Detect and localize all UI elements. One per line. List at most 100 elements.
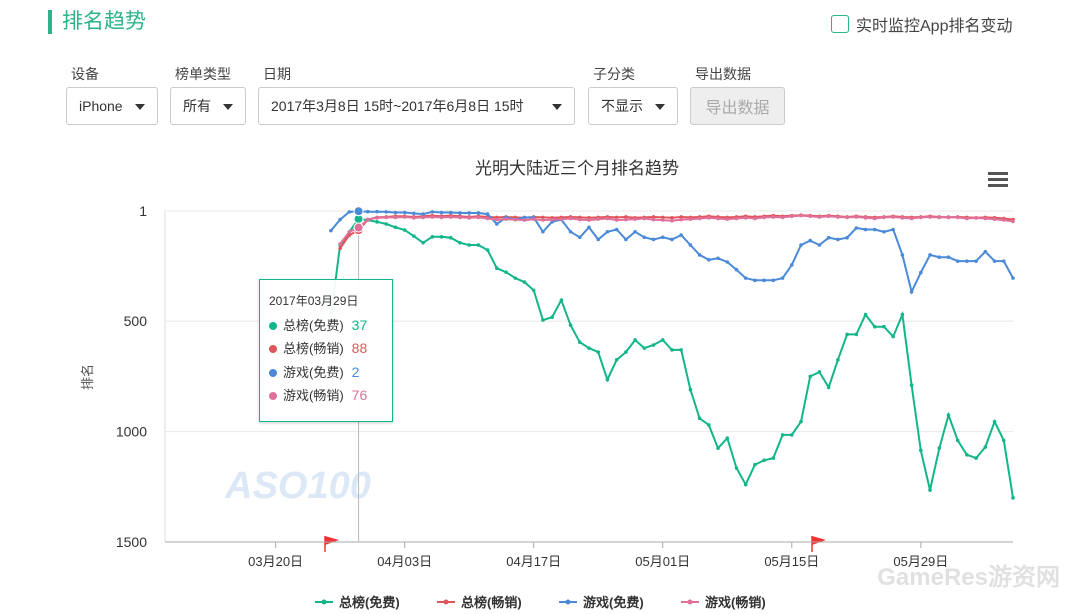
point — [891, 227, 895, 232]
point — [651, 217, 656, 222]
point — [753, 462, 757, 467]
x-tick-label: 04月17日 — [506, 554, 561, 569]
point — [587, 346, 591, 350]
legend-item[interactable]: 游戏(免费) — [559, 595, 644, 610]
point — [384, 222, 389, 226]
tooltip-row: 总榜(畅销) 88 — [269, 337, 383, 361]
filter-label: 榜单类型 — [175, 66, 231, 82]
menu-icon[interactable] — [988, 172, 1008, 187]
point — [476, 243, 481, 247]
caret — [552, 104, 562, 110]
point — [614, 227, 619, 232]
point — [992, 217, 997, 221]
dropdown[interactable]: iPhone — [66, 87, 158, 125]
point — [872, 227, 877, 232]
point — [817, 215, 822, 219]
point — [338, 242, 342, 246]
point — [688, 387, 693, 392]
point — [882, 229, 886, 234]
point — [624, 237, 628, 242]
dropdown-value: 2017年3月8日 15时~2017年6月8日 15时 — [271, 98, 524, 114]
point — [697, 216, 702, 221]
legend-label: 游戏(免费) — [583, 595, 644, 610]
point — [660, 218, 665, 222]
point — [817, 243, 822, 247]
point — [421, 240, 425, 245]
point — [734, 466, 739, 470]
point — [965, 452, 969, 457]
point — [412, 216, 416, 220]
point — [937, 446, 942, 450]
point — [393, 215, 398, 220]
point — [826, 235, 831, 240]
flag — [324, 536, 339, 552]
point — [900, 216, 905, 220]
point — [651, 215, 656, 219]
point — [937, 255, 942, 259]
point — [891, 215, 895, 219]
point — [753, 278, 757, 283]
point — [353, 222, 364, 233]
point — [688, 243, 693, 247]
point — [679, 215, 683, 219]
dropdown[interactable]: 所有 — [170, 87, 246, 125]
point — [605, 377, 610, 382]
legend-item[interactable]: 总榜(免费) — [315, 595, 400, 610]
point — [605, 216, 610, 221]
dropdown[interactable]: 2017年3月8日 15时~2017年6月8日 15时 — [258, 87, 575, 125]
point — [587, 225, 591, 230]
checkbox[interactable] — [831, 15, 849, 33]
checkbox-label: 实时监控App排名变动 — [856, 18, 1013, 35]
point — [817, 370, 822, 374]
point — [624, 350, 628, 354]
point — [716, 446, 720, 450]
point — [872, 324, 877, 329]
point — [863, 216, 868, 220]
point — [384, 215, 389, 220]
point — [725, 217, 730, 221]
y-axis-label: 排名 — [80, 364, 95, 390]
point — [430, 210, 435, 214]
point — [854, 226, 859, 230]
point — [919, 448, 923, 453]
legend-item[interactable]: 游戏(畅销) — [681, 595, 766, 610]
point — [504, 217, 508, 221]
point — [854, 215, 859, 219]
tooltip-row: 游戏(免费) 2 — [269, 361, 383, 385]
dropdown-value: 不显示 — [601, 98, 643, 114]
filter-label: 导出数据 — [695, 66, 751, 82]
point — [577, 235, 582, 240]
point — [642, 235, 647, 240]
point — [329, 228, 333, 233]
point — [836, 237, 840, 242]
point — [845, 235, 849, 240]
point — [983, 249, 988, 254]
point — [909, 216, 914, 221]
point — [937, 215, 942, 220]
flag — [811, 536, 826, 552]
point — [845, 332, 849, 337]
point — [430, 215, 435, 219]
point — [762, 215, 766, 220]
tooltip-name: 总榜(畅销) — [283, 341, 344, 356]
point — [780, 276, 785, 280]
point — [402, 210, 407, 215]
monitor-checkbox[interactable]: 实时监控App排名变动 — [831, 12, 1012, 36]
point — [458, 240, 462, 245]
legend-label: 游戏(畅销) — [705, 595, 766, 610]
legend-item[interactable]: 总榜(畅销) — [437, 595, 522, 610]
dropdown[interactable]: 不显示 — [588, 87, 678, 125]
y-tick-label: 1000 — [116, 424, 147, 440]
point — [716, 216, 720, 221]
point — [550, 315, 554, 320]
point — [596, 217, 601, 221]
point — [983, 216, 988, 221]
export-button[interactable]: 导出数据 — [690, 87, 785, 125]
point — [826, 385, 831, 390]
point — [734, 216, 739, 221]
point — [541, 218, 545, 222]
y-tick-label: 1500 — [116, 534, 147, 550]
point — [670, 237, 674, 242]
x-tick-label: 05月01日 — [635, 554, 690, 569]
point — [430, 235, 435, 239]
